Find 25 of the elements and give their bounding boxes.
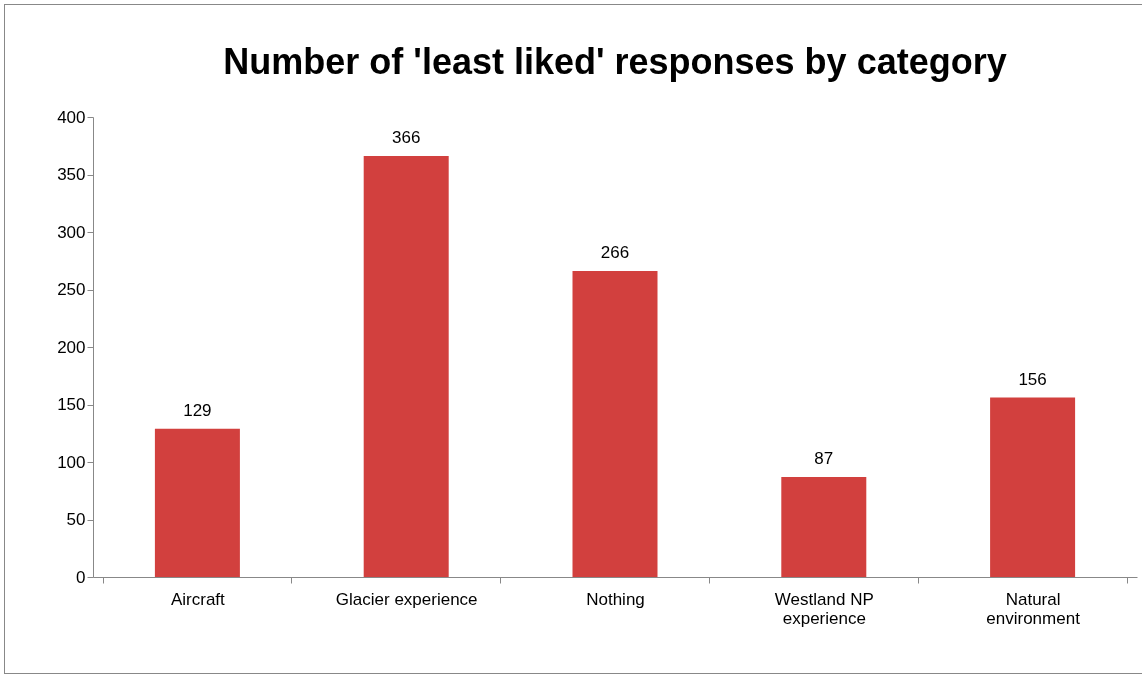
x-tick-label: Aircraft — [170, 589, 226, 609]
bar — [154, 428, 240, 577]
data-label: 366 — [392, 128, 421, 148]
bar — [990, 397, 1076, 577]
data-label: 129 — [183, 400, 212, 420]
x-tick-label: Nothing — [586, 589, 645, 609]
y-tick-label: 200 — [57, 337, 86, 357]
data-label: 87 — [814, 448, 834, 468]
y-tick-label: 400 — [57, 107, 86, 127]
y-tick-label: 50 — [66, 510, 86, 529]
bar — [363, 156, 449, 577]
y-tick-label: 250 — [57, 280, 86, 299]
y-tick-label: 150 — [57, 395, 86, 414]
data-label: 266 — [600, 243, 630, 263]
y-tick-label: 0 — [76, 567, 86, 587]
y-tick-label: 300 — [57, 222, 86, 242]
bar — [781, 476, 867, 577]
x-tick-label: Natural environment — [986, 589, 1081, 628]
x-tick-label: Westland NP experience — [774, 589, 874, 628]
y-tick-label: 350 — [57, 165, 86, 184]
bar — [572, 271, 658, 577]
y-tick-label: 100 — [57, 452, 86, 472]
x-tick-label: Glacier experience — [335, 589, 478, 609]
data-label: 156 — [1018, 369, 1047, 389]
chart-title: Number of 'least liked' responses by category — [223, 41, 1007, 82]
